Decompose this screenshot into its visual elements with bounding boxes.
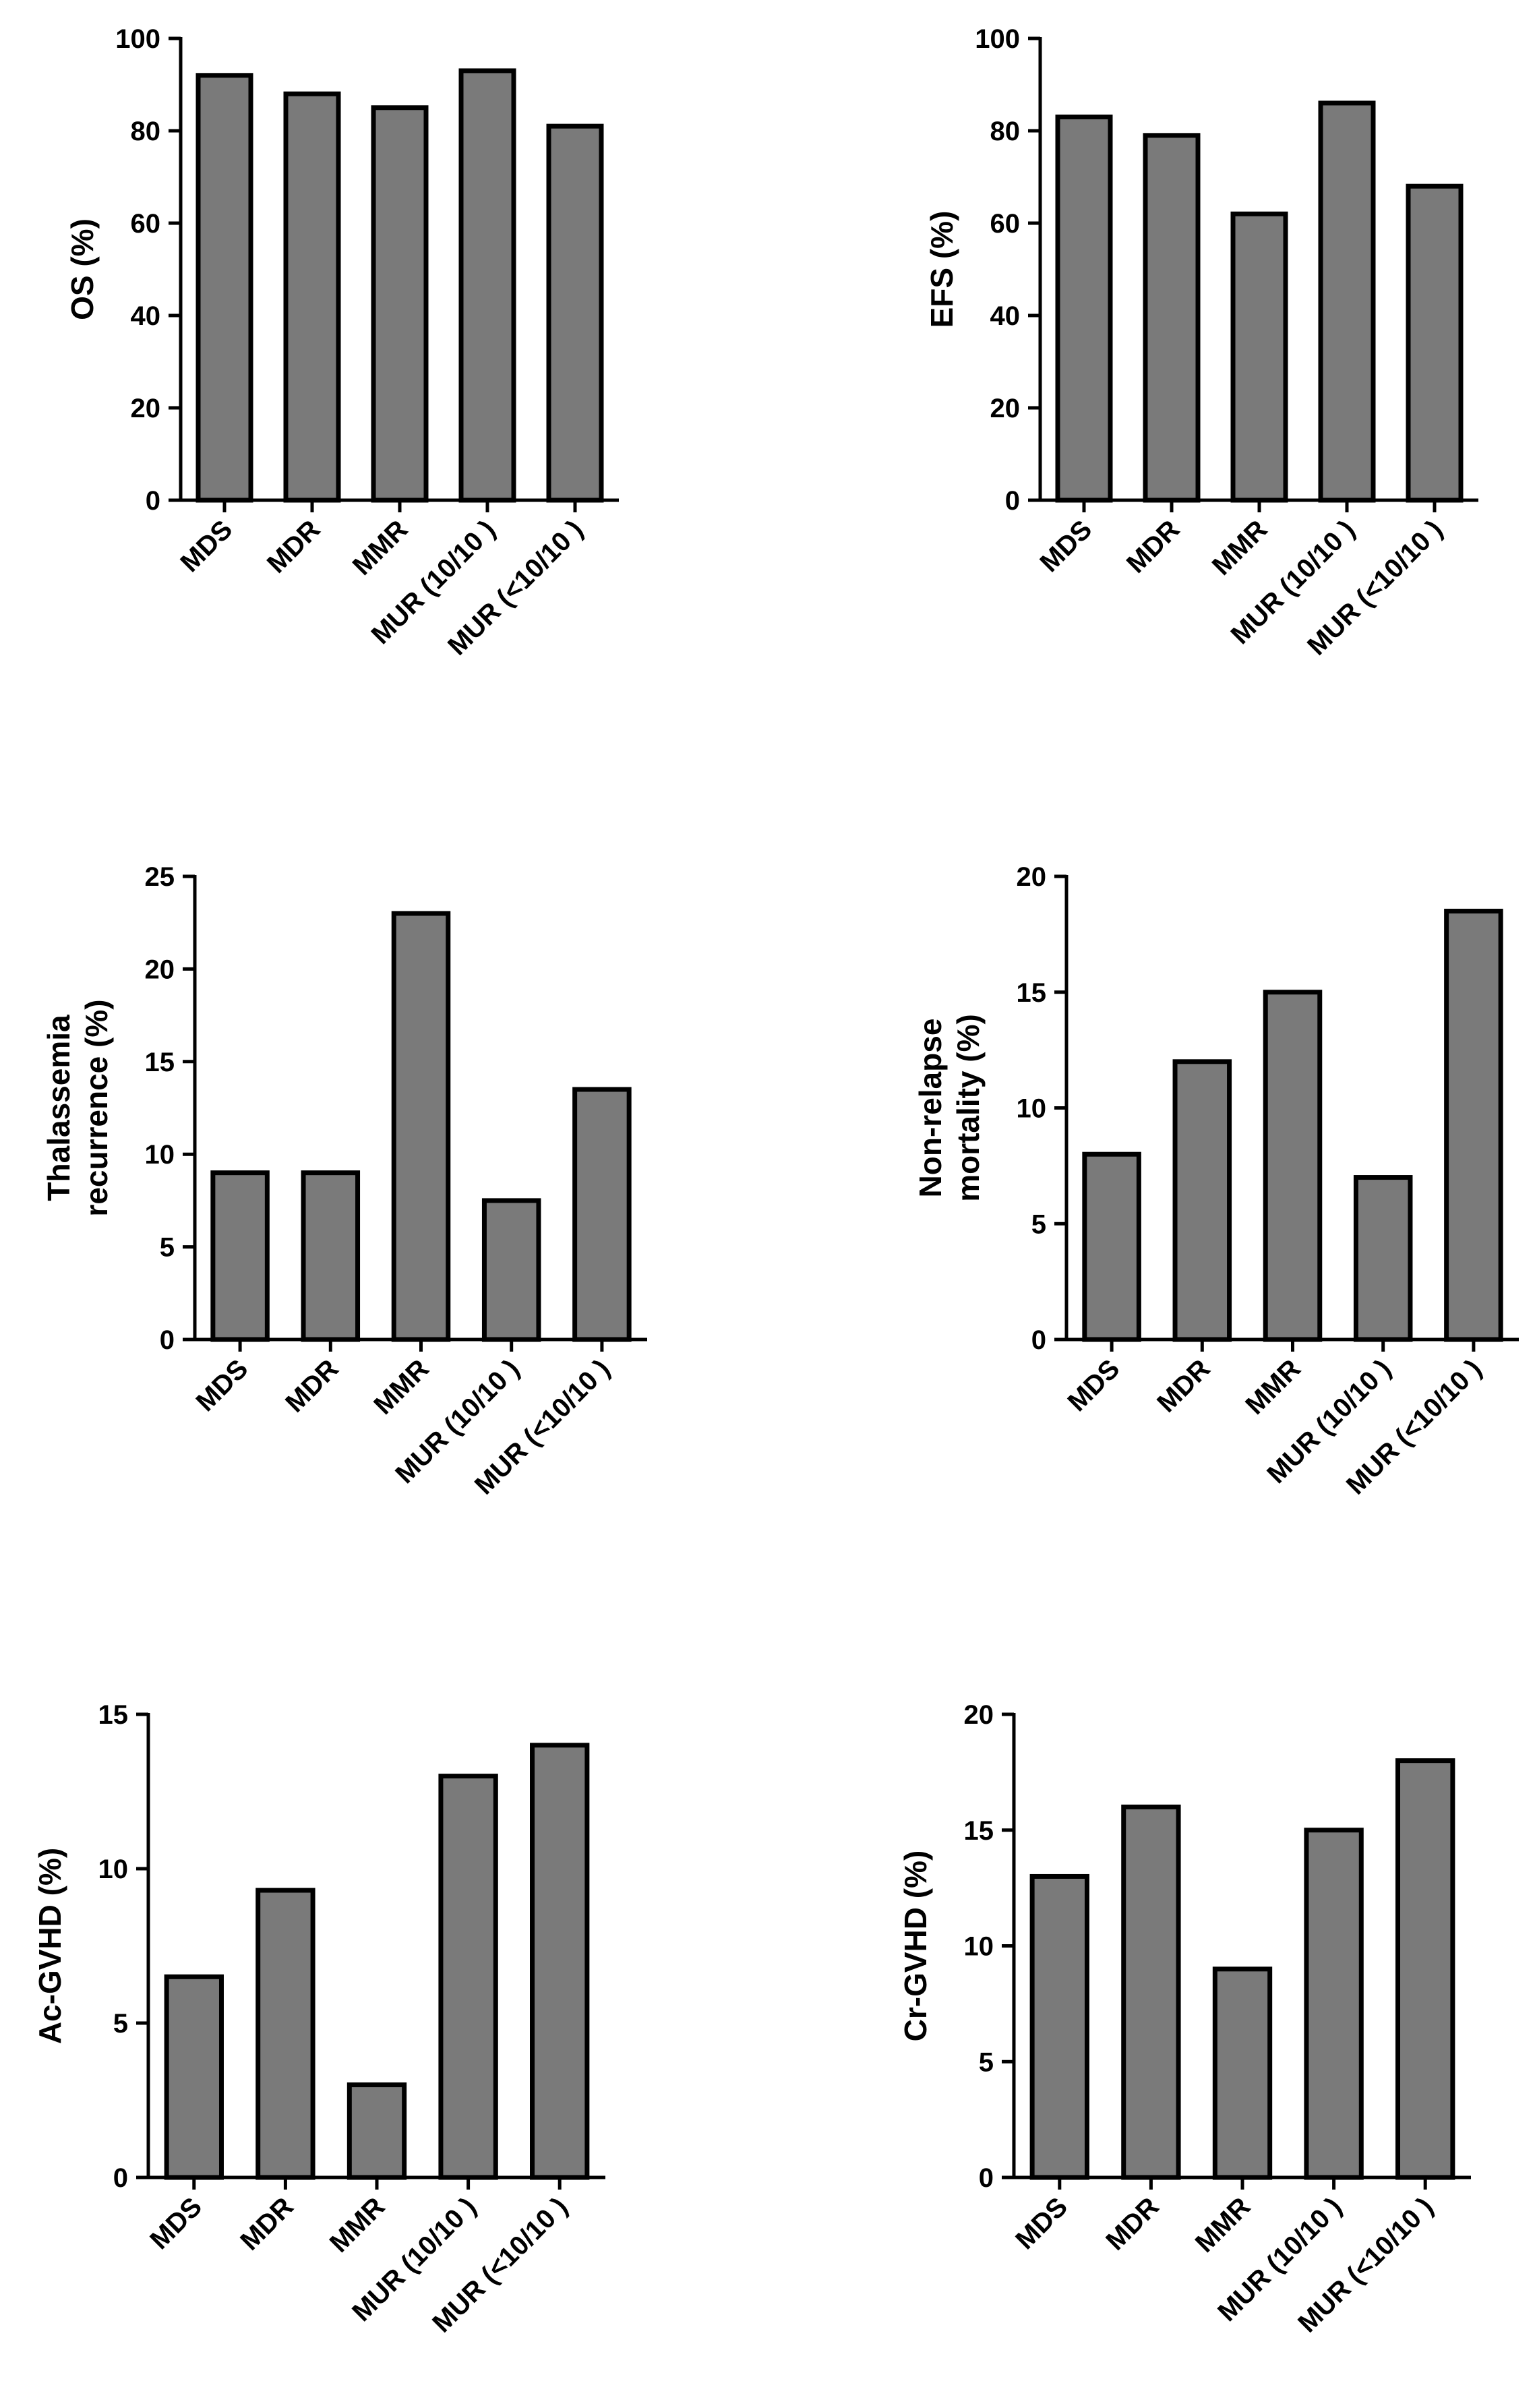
y-tick-label: 15 [1017, 978, 1047, 1008]
bar-3-1 [210, 1170, 270, 1342]
y-tick-label: 0 [160, 1325, 175, 1355]
bar-5-4 [438, 1774, 498, 2180]
bar-6-2 [1121, 1804, 1181, 2180]
y-tick-label: 0 [113, 2163, 128, 2193]
y-tick-label: 20 [145, 955, 175, 984]
y-tick-label: 40 [990, 301, 1021, 331]
y-axis-title: mortality (%) [951, 1014, 986, 1202]
bar-4-5 [1444, 909, 1503, 1342]
x-category-label: MMR [1190, 2192, 1257, 2258]
y-tick-label: 10 [145, 1140, 175, 1170]
y-tick-label: 10 [964, 1932, 994, 1962]
y-axis-title: Thalassemia [41, 1015, 76, 1201]
y-tick-label: 15 [145, 1048, 175, 1077]
x-category-label: MDS [1010, 2192, 1073, 2255]
y-axis-title: Ac-GVHD (%) [32, 1848, 67, 2044]
y-tick-label: 0 [1031, 1325, 1046, 1355]
y-tick-label: 60 [131, 209, 161, 239]
y-tick-label: 60 [990, 209, 1021, 239]
y-tick-label: 10 [1017, 1094, 1047, 1124]
bar-2-1 [1055, 114, 1113, 503]
bar-5-2 [255, 1888, 315, 2180]
y-axis-title: Non-relapse [913, 1019, 948, 1198]
bar-5-5 [530, 1743, 590, 2180]
y-tick-label: 100 [115, 24, 160, 54]
bar-4-1 [1082, 1151, 1141, 1342]
y-tick-label: 20 [1017, 862, 1047, 892]
y-tick-label: 20 [964, 1700, 994, 1730]
y-axis-title: EFS (%) [924, 211, 959, 328]
y-axis-title: Cr-GVHD (%) [898, 1850, 933, 2042]
bar-5-3 [347, 2082, 407, 2180]
y-tick-label: 5 [1031, 1209, 1046, 1239]
x-category-label: MDR [1100, 2192, 1165, 2256]
y-tick-label: 5 [979, 2047, 994, 2077]
bar-6-3 [1212, 1966, 1273, 2180]
y-tick-label: 0 [1005, 486, 1020, 516]
y-axis-title: OS (%) [65, 218, 100, 320]
y-tick-label: 80 [131, 117, 161, 146]
y-axis-title: recurrence (%) [79, 999, 114, 1216]
bar-4-4 [1353, 1175, 1413, 1342]
bar-6-4 [1304, 1828, 1364, 2180]
bar-4-3 [1263, 990, 1323, 1342]
bar-6-5 [1395, 1758, 1455, 2180]
y-tick-label: 100 [975, 24, 1020, 54]
bar-1-4 [458, 68, 516, 503]
bar-2-4 [1318, 100, 1376, 503]
bar-2-3 [1230, 211, 1288, 503]
bar-3-4 [481, 1198, 541, 1342]
y-tick-label: 10 [98, 1855, 129, 1884]
y-tick-label: 80 [990, 117, 1021, 146]
y-tick-label: 5 [160, 1233, 175, 1263]
y-tick-label: 20 [131, 394, 161, 423]
y-tick-label: 20 [990, 394, 1021, 423]
y-tick-label: 0 [979, 2163, 994, 2193]
y-tick-label: 15 [98, 1700, 129, 1730]
y-tick-label: 25 [145, 862, 175, 892]
y-tick-label: 0 [146, 486, 160, 516]
y-tick-label: 15 [964, 1816, 994, 1846]
bar-6-1 [1029, 1873, 1089, 2180]
y-tick-label: 40 [131, 301, 161, 331]
y-tick-label: 5 [113, 2009, 128, 2039]
